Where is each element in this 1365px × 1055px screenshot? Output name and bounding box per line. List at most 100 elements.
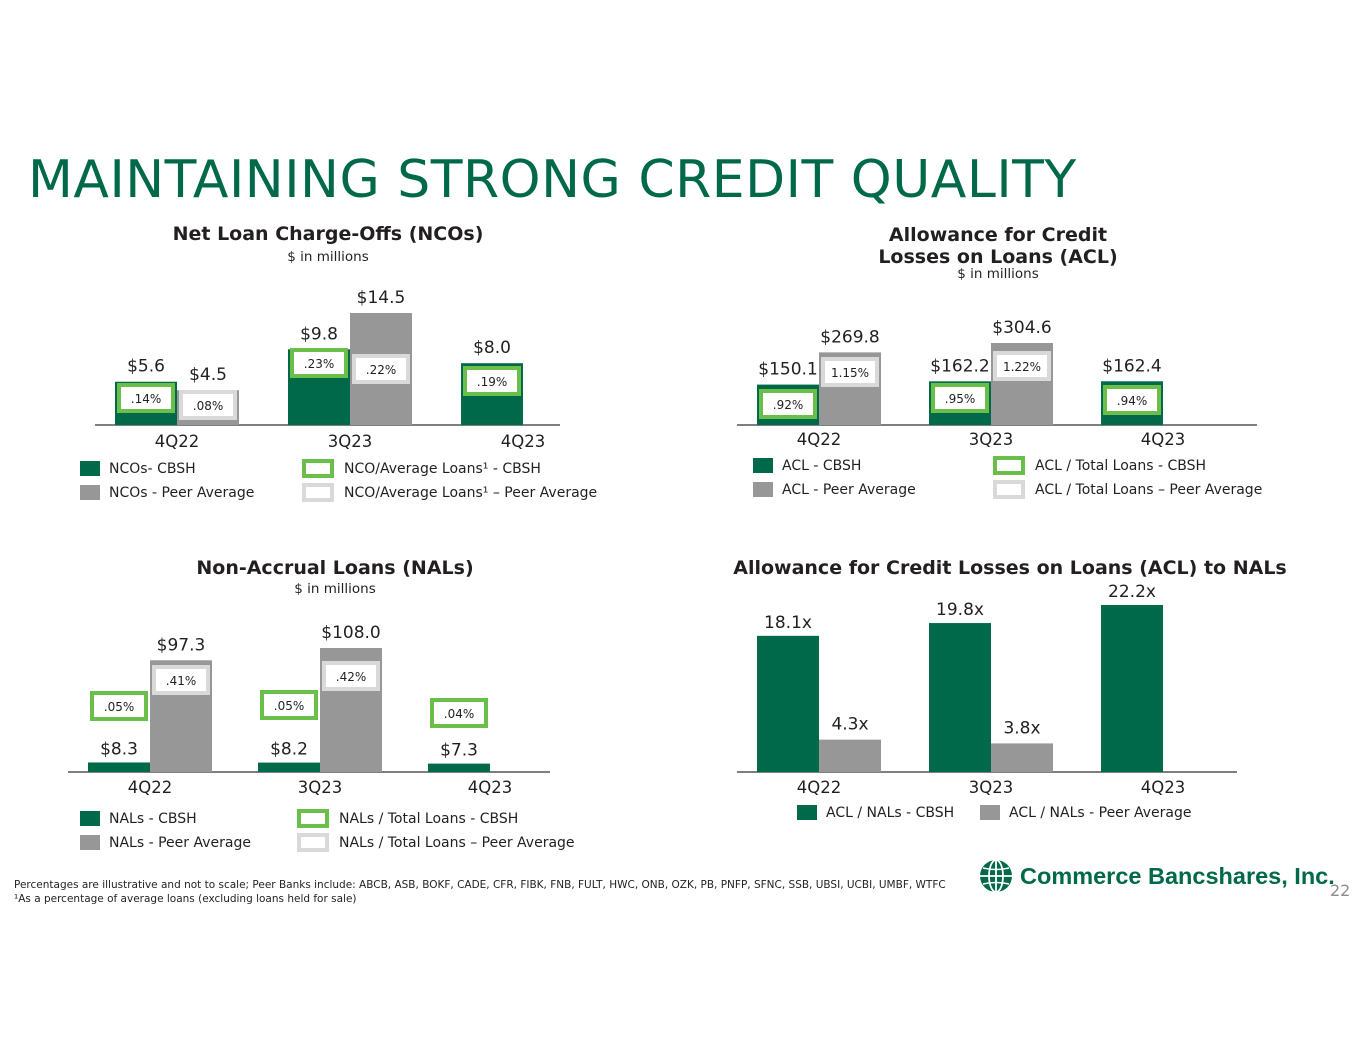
bar-cbsh: [1101, 605, 1163, 772]
data-label-cbsh: $7.3: [440, 741, 478, 761]
ratio-box-cbsh: [117, 383, 175, 413]
x-tick-label: 3Q23: [298, 778, 342, 797]
ratio-box-cbsh: [290, 348, 348, 378]
data-label-peer: $108.0: [321, 623, 380, 643]
chart-title: Non-Accrual Loans (NALs): [196, 557, 473, 579]
bar-cbsh: [929, 623, 991, 772]
data-label-peer: 3.8x: [1003, 718, 1040, 738]
ratio-label-cbsh: .04%: [444, 707, 475, 721]
data-label-peer: $4.5: [189, 365, 227, 385]
ratio-label-peer: .41%: [166, 674, 197, 688]
data-label-cbsh: $8.3: [100, 739, 138, 759]
legend-label: ACL - Peer Average: [782, 482, 916, 498]
legend-swatch: [80, 811, 100, 826]
data-label-peer: $14.5: [357, 288, 406, 308]
x-tick-label: 3Q23: [969, 430, 1013, 449]
chart-title: Net Loan Charge-Offs (NCOs): [173, 223, 484, 245]
bar-cbsh: [757, 635, 819, 772]
ratio-label-peer: 1.22%: [1003, 360, 1041, 374]
footnote-definition: ¹As a percentage of average loans (exclu…: [14, 893, 357, 905]
x-tick-label: 4Q22: [797, 778, 841, 797]
legend-swatch: [753, 482, 773, 497]
chart-subtitle: $ in millions: [287, 249, 368, 265]
ratio-label-cbsh: .92%: [773, 398, 804, 412]
data-label-cbsh: $150.1: [758, 360, 817, 380]
data-label-cbsh: $8.0: [473, 338, 511, 358]
chart-title: Allowance for Credit Losses on Loans (AC…: [733, 557, 1287, 579]
data-label-cbsh: $5.6: [127, 357, 165, 377]
ratio-label-cbsh: .05%: [104, 700, 135, 714]
data-label-cbsh: 19.8x: [936, 600, 984, 620]
data-label-cbsh: $9.8: [300, 324, 338, 344]
legend-label: NALs / Total Loans - CBSH: [339, 811, 518, 827]
legend-swatch: [80, 461, 100, 476]
legend-swatch: [797, 805, 817, 820]
nal-chart: Non-Accrual Loans (NALs) $ in millions $8.…: [68, 557, 575, 852]
page-number: 22: [1330, 881, 1351, 900]
data-label-peer: $97.3: [157, 635, 206, 655]
x-tick-label: 4Q22: [155, 432, 199, 451]
data-label-cbsh: $162.2: [930, 356, 989, 376]
nco-chart: Net Loan Charge-Offs (NCOs) $ in millions…: [80, 223, 597, 502]
ratio-box-peer: [993, 351, 1051, 381]
data-label-peer: $269.8: [820, 327, 879, 347]
page-title: MAINTAINING STRONG CREDIT QUALITY: [28, 150, 1077, 210]
ratio-box-cbsh: [430, 698, 488, 728]
legend-label: NCOs - Peer Average: [109, 485, 254, 501]
x-tick-label: 3Q23: [328, 432, 372, 451]
x-tick-label: 3Q23: [969, 778, 1013, 797]
legend-swatch: [993, 456, 1025, 475]
legend-swatch: [302, 483, 334, 502]
acl-to-nal-chart: Allowance for Credit Losses on Loans (AC…: [733, 557, 1287, 821]
nal-chart-panel: Non-Accrual Loans (NALs) $ in millions $8.…: [60, 550, 620, 860]
ratio-label-cbsh: .05%: [274, 699, 305, 713]
legend-label: NALs / Total Loans – Peer Average: [339, 835, 575, 851]
chart-title-line: Losses on Loans (ACL): [878, 246, 1117, 268]
chart-title-line: Allowance for Credit: [889, 224, 1107, 246]
legend-swatch: [80, 835, 100, 850]
ratio-box-peer: [152, 665, 210, 695]
company-logo: Commerce Bancshares, Inc.: [978, 858, 1335, 894]
ratio-box-cbsh: [759, 389, 817, 419]
data-label-cbsh: $8.2: [270, 740, 308, 760]
x-tick-label: 4Q23: [1141, 430, 1185, 449]
ratio-label-peer: .08%: [193, 399, 224, 413]
bar-cbsh: [428, 763, 490, 772]
legend-swatch: [80, 485, 100, 500]
data-label-peer: $304.6: [992, 318, 1051, 338]
acl-to-nal-chart-panel: Allowance for Credit Losses on Loans (AC…: [725, 550, 1325, 830]
nco-chart-panel: Net Loan Charge-Offs (NCOs) $ in millions…: [60, 220, 620, 510]
chart-subtitle: $ in millions: [957, 266, 1038, 282]
data-label-peer: 4.3x: [831, 715, 868, 735]
legend-swatch: [993, 480, 1025, 499]
ratio-label-cbsh: .19%: [477, 375, 508, 389]
legend-label: ACL / Total Loans – Peer Average: [1035, 482, 1262, 498]
ratio-box-peer: [821, 357, 879, 387]
ratio-box-peer: [322, 661, 380, 691]
x-tick-label: 4Q23: [1141, 778, 1185, 797]
legend-swatch: [753, 458, 773, 473]
ratio-label-cbsh: .14%: [131, 392, 162, 406]
data-label-cbsh: 18.1x: [764, 613, 812, 633]
chart-subtitle: $ in millions: [294, 581, 375, 597]
globe-icon: [980, 859, 1012, 893]
footnote-peers: Percentages are illustrative and not to …: [14, 879, 946, 891]
legend-label: ACL - CBSH: [782, 458, 861, 474]
bar-cbsh: [258, 762, 320, 772]
bar-cbsh: [88, 762, 150, 772]
ratio-label-peer: .42%: [336, 670, 367, 684]
legend-label: NCO/Average Loans¹ – Peer Average: [344, 485, 597, 501]
ratio-label-cbsh: .95%: [945, 392, 976, 406]
legend-label: NALs - Peer Average: [109, 835, 251, 851]
ratio-box-cbsh: [90, 691, 148, 721]
legend-swatch: [297, 809, 329, 828]
bar-peer: [819, 739, 881, 772]
legend-label: NCO/Average Loans¹ - CBSH: [344, 461, 541, 477]
legend-label: ACL / Total Loans - CBSH: [1035, 458, 1206, 474]
legend-label: NCOs- CBSH: [109, 461, 196, 477]
company-logo-text: Commerce Bancshares, Inc.: [1020, 862, 1335, 889]
ratio-box-cbsh: [260, 690, 318, 720]
ratio-box-cbsh: [463, 366, 521, 396]
ratio-box-cbsh: [1103, 385, 1161, 415]
footnote: Percentages are illustrative and not to …: [14, 878, 946, 906]
